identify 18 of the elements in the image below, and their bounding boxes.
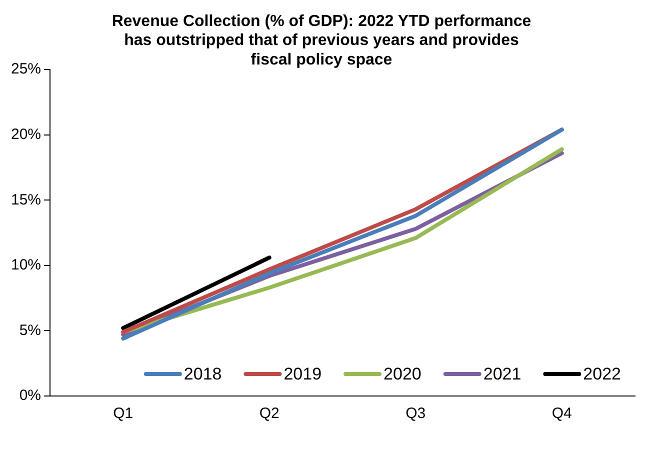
legend-label: 2018 [184, 364, 222, 384]
x-tick-label: Q1 [113, 405, 134, 422]
y-tick-label: 0% [19, 387, 42, 404]
legend-label: 2019 [284, 364, 322, 384]
x-tick-label: Q2 [259, 405, 280, 422]
text: has outstripped that of previous years and provides [124, 32, 519, 50]
y-tick-label: 10% [10, 256, 42, 274]
y-tick-label: 15% [10, 191, 42, 208]
legend-label: 2021 [483, 364, 522, 384]
y-tick-label: 20% [10, 126, 42, 144]
text: fiscal policy space [250, 51, 392, 68]
y-tick-label: 5% [19, 322, 42, 339]
text: Revenue Collection (% of GDP): 2022 YTD performance [112, 13, 532, 30]
x-tick-label: Q4 [552, 405, 572, 422]
y-tick-label: 25% [10, 60, 42, 78]
legend-label: 2022 [583, 364, 622, 384]
legend-label: 2020 [384, 364, 422, 384]
x-tick-label: Q3 [406, 405, 426, 422]
